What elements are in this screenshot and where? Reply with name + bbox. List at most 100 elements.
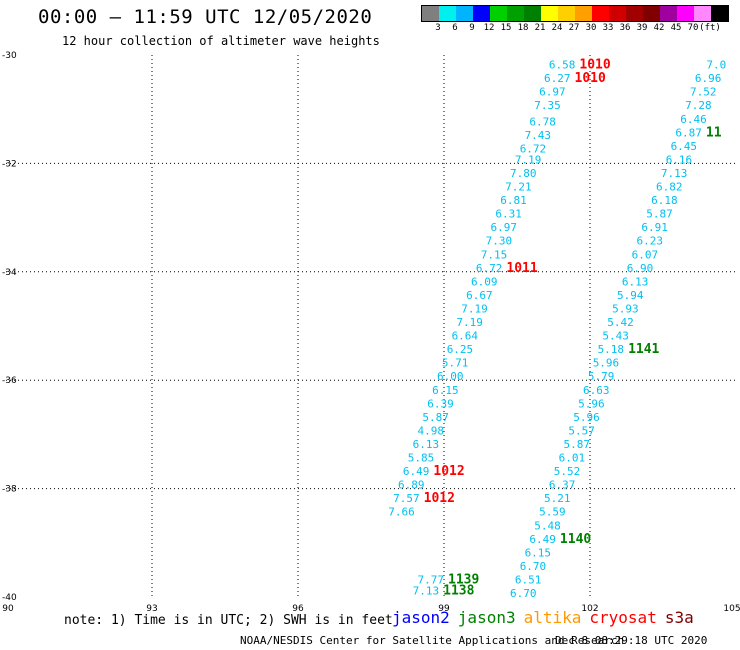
pass-time: 1140 <box>560 532 591 547</box>
legend-s3a: s3a <box>664 608 694 627</box>
swh-value: 5.71 <box>442 357 469 370</box>
colorbar-swatch <box>626 6 643 21</box>
swh-value: 5.96 <box>573 411 600 424</box>
legend-jason2: jason2 <box>392 608 450 627</box>
swh-value: 7.21 <box>505 181 532 194</box>
lat-lon-grid <box>6 55 736 597</box>
swh-value: 5.87 <box>564 438 591 451</box>
colorbar-swatch <box>609 6 626 21</box>
axis-labels: 90 93 96 99 102 105 -30 -32 -34 -36 -38 -40 <box>2 51 740 614</box>
colorbar-label: (ft) <box>699 23 721 33</box>
swh-value: 6.58 <box>549 59 576 72</box>
colorbar-swatch <box>558 6 575 21</box>
swh-value: 6.16 <box>666 153 693 166</box>
colorbar-swatch <box>541 6 558 21</box>
colorbar-label: 45 <box>670 23 682 33</box>
swh-value: 5.52 <box>554 465 581 478</box>
legend-cryosat: cryosat <box>589 608 657 627</box>
swh-value: 6.96 <box>695 72 722 85</box>
swh-value: 6.46 <box>680 113 707 126</box>
swh-value: 6.45 <box>671 140 698 153</box>
swh-value: 6.97 <box>491 221 518 234</box>
colorbar-label: 30 <box>585 23 597 33</box>
swh-value: 5.42 <box>607 316 634 329</box>
satellite-legend: jason2 jason3 altika cryosat s3a <box>392 608 702 627</box>
pass-time: 11 <box>706 125 722 140</box>
colorbar-swatch <box>592 6 609 21</box>
swh-value: 6.37 <box>549 479 576 492</box>
lon-label: 96 <box>292 604 304 614</box>
swh-value: 6.72 <box>520 143 547 156</box>
swh-value: 6.49 <box>529 533 556 546</box>
footnote: note: 1) Time is in UTC; 2) SWH is in fe… <box>64 613 393 628</box>
colorbar: 3 6 9 12 15 18 21 24 27 30 33 36 39 42 45 70 (ft) <box>421 5 729 33</box>
swh-value: 6.00 <box>437 370 464 383</box>
pass-time: 1139 <box>448 572 479 587</box>
swh-value: 7.19 <box>515 153 542 166</box>
swh-value: 5.79 <box>588 370 615 383</box>
swh-value: 7.43 <box>525 129 552 142</box>
swh-value: 6.01 <box>559 452 586 465</box>
colorbar-swatch <box>490 6 507 21</box>
pass-time: 1141 <box>628 342 659 357</box>
colorbar-swatch <box>524 6 541 21</box>
colorbar-labels: 3 6 9 12 15 18 21 24 27 30 33 36 39 42 45 70 (ft) <box>421 23 740 35</box>
swh-value: 5.59 <box>539 506 566 519</box>
lat-label: -38 <box>2 485 17 495</box>
swh-value: 5.21 <box>544 492 571 505</box>
swh-value: 6.72 <box>476 262 503 275</box>
colorbar-swatch <box>507 6 524 21</box>
generated-date: Dec 8 08:29:18 UTC 2020 <box>555 634 708 647</box>
colorbar-label: 36 <box>619 23 631 33</box>
pass-time: 1012 <box>424 491 455 506</box>
pass-time: 1138 <box>443 583 474 598</box>
swh-value: 6.51 <box>515 573 542 586</box>
swh-value: 6.63 <box>583 384 610 397</box>
colorbar-swatch <box>677 6 694 21</box>
credit-line: NOAA/NESDIS Center for Satellite Applica… <box>240 634 625 647</box>
swh-value: 5.96 <box>578 397 605 410</box>
swh-value: 6.09 <box>471 275 498 288</box>
swh-value: 6.39 <box>427 397 454 410</box>
swh-value: 7.57 <box>393 492 420 505</box>
legend-altika: altika <box>523 608 582 627</box>
swh-value: 7.80 <box>510 167 537 180</box>
colorbar-swatch <box>575 6 592 21</box>
swh-value: 6.91 <box>641 221 668 234</box>
colorbar-label: 21 <box>534 23 546 33</box>
colorbar-label: 33 <box>602 23 614 33</box>
swh-value: 5.87 <box>646 208 673 221</box>
swh-value: 6.64 <box>452 330 479 343</box>
swh-value: 7.28 <box>685 99 712 112</box>
swh-labels: 6.586.276.977.356.787.436.727.197.807.21… <box>388 59 726 600</box>
swh-value: 6.18 <box>651 194 678 207</box>
pass-time: 1010 <box>579 58 610 73</box>
swh-value: 5.18 <box>598 343 625 356</box>
swh-value: 7.19 <box>461 302 488 315</box>
swh-value: 6.13 <box>622 275 649 288</box>
colorbar-swatch <box>660 6 677 21</box>
swh-value: 6.15 <box>432 384 459 397</box>
colorbar-label: 39 <box>636 23 648 33</box>
swh-value: 6.70 <box>520 560 547 573</box>
lat-label: -30 <box>2 51 17 61</box>
swh-value: 6.81 <box>500 194 527 207</box>
colorbar-label: 9 <box>469 23 475 33</box>
colorbar-label: 6 <box>452 23 458 33</box>
swh-value: 7.0 <box>706 59 726 72</box>
swh-value: 5.48 <box>534 519 561 532</box>
pass-time: 1010 <box>575 71 606 86</box>
swh-value: 7.35 <box>534 99 561 112</box>
swh-value: 5.57 <box>568 424 595 437</box>
lat-label: -34 <box>2 268 17 278</box>
swh-value: 6.90 <box>627 262 654 275</box>
colorbar-label: 42 <box>653 23 665 33</box>
swh-value: 6.49 <box>403 465 430 478</box>
swh-value: 6.25 <box>447 343 474 356</box>
map-title: 00:00 – 11:59 UTC 12/05/2020 <box>38 6 373 28</box>
swh-value: 5.85 <box>408 452 435 465</box>
lon-label: 90 <box>2 604 14 614</box>
colorbar-swatches <box>421 5 729 22</box>
swh-value: 6.13 <box>413 438 440 451</box>
